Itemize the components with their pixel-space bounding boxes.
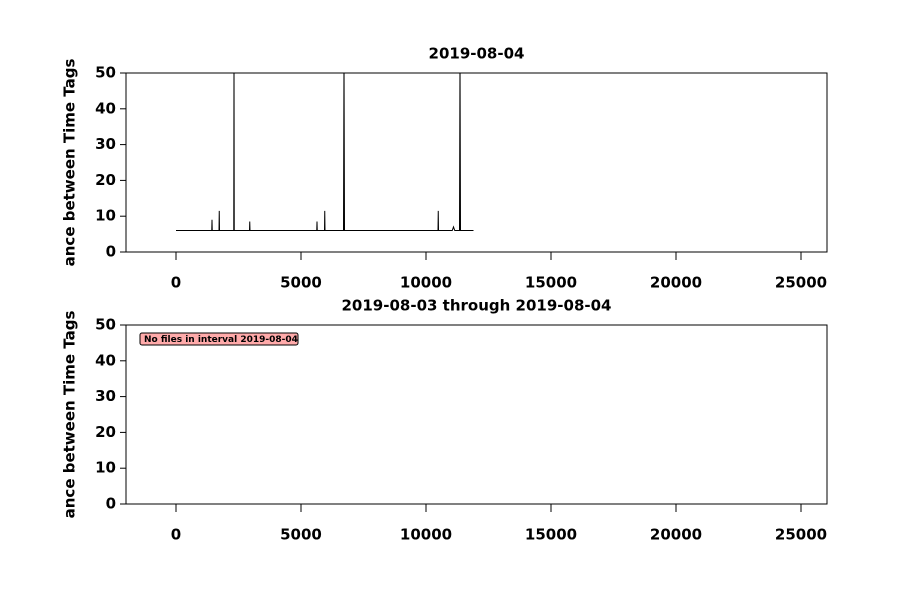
x-tick-label: 0 [171,274,181,292]
annotation: No files in interval 2019-08-04 [144,335,298,345]
y-tick-label: 10 [95,207,116,225]
x-tick-label: 25000 [775,274,827,292]
x-tick-label: 0 [171,526,181,544]
y-tick-label: 20 [95,171,116,189]
y-axis-label: ance between Time Tags [61,311,79,519]
data-line [176,73,474,232]
x-tick-label: 25000 [775,526,827,544]
x-tick-label: 5000 [280,526,322,544]
y-axis-label: ance between Time Tags [61,59,79,267]
x-tick-label: 10000 [400,274,452,292]
x-tick-label: 15000 [525,526,577,544]
y-tick-label: 40 [95,99,116,117]
plot-frame [125,324,828,505]
x-tick-label: 5000 [280,274,322,292]
y-tick-label: 10 [95,459,116,477]
y-tick-label: 50 [95,64,116,82]
y-tick-label: 0 [106,243,116,261]
y-tick-label: 40 [95,351,116,369]
x-tick-label: 20000 [650,274,702,292]
y-tick-label: 30 [95,387,116,405]
annotation-bg [139,332,299,346]
annotation-box: No files in interval 2019-08-04 [139,332,299,346]
y-tick-label: 30 [95,135,116,153]
y-tick-label: 20 [95,423,116,441]
y-tick-label: 0 [106,495,116,513]
chart-title: 2019-08-03 through 2019-08-04 [342,297,612,315]
x-tick-label: 10000 [400,526,452,544]
y-tick-label: 50 [95,316,116,334]
chart-title: 2019-08-04 [429,45,525,63]
plot-frame [125,72,828,253]
x-tick-label: 20000 [650,526,702,544]
x-tick-label: 15000 [525,274,577,292]
